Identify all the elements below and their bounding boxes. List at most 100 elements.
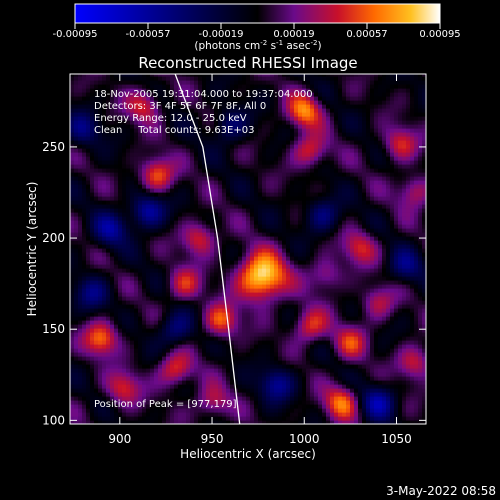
heatmap-cell: [266, 256, 271, 261]
heatmap-cell: [198, 400, 203, 405]
heatmap-cell: [158, 76, 163, 81]
heatmap-cell: [282, 292, 287, 297]
heatmap-cell: [206, 244, 211, 249]
heatmap-cell: [154, 420, 159, 424]
heatmap-cell: [262, 404, 267, 409]
heatmap-cell: [162, 136, 167, 141]
heatmap-cell: [282, 324, 287, 329]
heatmap-cell: [118, 96, 123, 101]
heatmap-cell: [122, 376, 127, 381]
heatmap-cell: [74, 172, 79, 177]
heatmap-cell: [122, 304, 127, 309]
heatmap-cell: [258, 196, 263, 201]
heatmap-cell: [198, 148, 203, 153]
heatmap-cell: [146, 396, 151, 401]
heatmap-cell: [238, 320, 243, 325]
heatmap-cell: [238, 260, 243, 265]
heatmap-cell: [158, 84, 163, 89]
heatmap-cell: [254, 124, 259, 129]
heatmap-cell: [286, 248, 291, 253]
heatmap-cell: [210, 244, 215, 249]
heatmap-cell: [206, 404, 211, 409]
heatmap-cell: [130, 360, 135, 365]
heatmap-cell: [162, 416, 167, 421]
heatmap-cell: [274, 216, 279, 221]
heatmap-cell: [186, 184, 191, 189]
heatmap-cell: [114, 88, 119, 93]
heatmap-cell: [218, 128, 223, 133]
heatmap-cell: [246, 128, 251, 133]
heatmap-cell: [246, 420, 251, 424]
heatmap-cell: [294, 380, 299, 385]
heatmap-cell: [214, 140, 219, 145]
heatmap-cell: [138, 136, 143, 141]
heatmap-cell: [166, 404, 171, 409]
heatmap-cell: [110, 408, 115, 413]
heatmap-cell: [178, 272, 183, 277]
heatmap-cell: [254, 228, 259, 233]
heatmap-cell: [186, 212, 191, 217]
heatmap-cell: [138, 220, 143, 225]
heatmap-cell: [222, 84, 227, 89]
heatmap-cell: [246, 76, 251, 81]
heatmap-cell: [102, 328, 107, 333]
heatmap-cell: [282, 332, 287, 337]
heatmap-cell: [278, 100, 283, 105]
heatmap-cell: [178, 116, 183, 121]
heatmap-cell: [250, 276, 255, 281]
heatmap-cell: [150, 240, 155, 245]
heatmap-cell: [78, 420, 83, 424]
heatmap-cell: [198, 252, 203, 257]
heatmap-cell: [246, 404, 251, 409]
heatmap-cell: [134, 364, 139, 369]
heatmap-cell: [86, 132, 91, 137]
heatmap-cell: [98, 96, 103, 101]
heatmap-cell: [262, 256, 267, 261]
heatmap-cell: [82, 74, 87, 77]
heatmap-cell: [282, 240, 287, 245]
heatmap-cell: [150, 196, 155, 201]
heatmap-cell: [118, 252, 123, 257]
heatmap-cell: [290, 380, 295, 385]
heatmap-cell: [146, 96, 151, 101]
heatmap-cell: [246, 108, 251, 113]
heatmap-cell: [98, 168, 103, 173]
heatmap-cell: [278, 304, 283, 309]
heatmap-cell: [78, 96, 83, 101]
heatmap-cell: [154, 92, 159, 97]
heatmap-cell: [194, 176, 199, 181]
heatmap-cell: [162, 100, 167, 105]
heatmap-cell: [190, 164, 195, 169]
heatmap-cell: [130, 284, 135, 289]
heatmap-cell: [106, 312, 111, 317]
heatmap-cell: [286, 256, 291, 261]
heatmap-cell: [254, 340, 259, 345]
heatmap-cell: [278, 208, 283, 213]
heatmap-cell: [74, 212, 79, 217]
heatmap-cell: [254, 280, 259, 285]
heatmap-cell: [114, 296, 119, 301]
heatmap-cell: [138, 212, 143, 217]
heatmap-cell: [178, 128, 183, 133]
heatmap-cell: [198, 152, 203, 157]
heatmap-cell: [286, 316, 291, 321]
heatmap-cell: [246, 80, 251, 85]
heatmap-cell: [142, 228, 147, 233]
heatmap-cell: [110, 248, 115, 253]
heatmap-cell: [106, 108, 111, 113]
heatmap-cell: [230, 324, 235, 329]
heatmap-cell: [190, 176, 195, 181]
heatmap-cell: [234, 220, 239, 225]
heatmap-cell: [98, 156, 103, 161]
heatmap-cell: [106, 356, 111, 361]
heatmap-cell: [178, 248, 183, 253]
heatmap-cell: [214, 344, 219, 349]
heatmap-cell: [266, 176, 271, 181]
heatmap-cell: [142, 252, 147, 257]
heatmap-cell: [142, 216, 147, 221]
heatmap-cell: [206, 288, 211, 293]
heatmap-cell: [166, 192, 171, 197]
heatmap-cell: [210, 332, 215, 337]
heatmap-cell: [162, 256, 167, 261]
heatmap-cell: [206, 416, 211, 421]
